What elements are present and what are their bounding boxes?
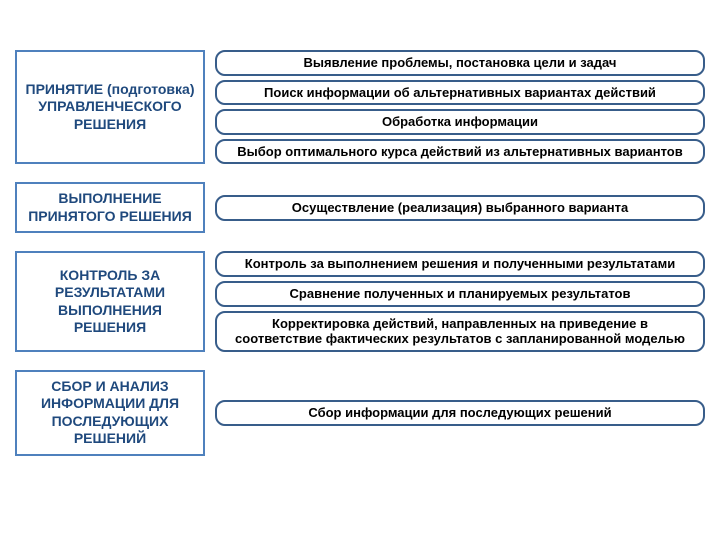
- step-box: Корректировка действий, направленных на …: [215, 311, 705, 352]
- step-box: Выбор оптимального курса действий из аль…: [215, 139, 705, 165]
- step-box: Контроль за выполнением решения и получе…: [215, 251, 705, 277]
- steps-container: Сбор информации для последующих решений: [215, 370, 705, 456]
- step-box: Сравнение полученных и планируемых резул…: [215, 281, 705, 307]
- stage-row-1: ВЫПОЛНЕНИЕ ПРИНЯТОГО РЕШЕНИЯ Осуществлен…: [15, 182, 705, 233]
- stage-box: КОНТРОЛЬ ЗА РЕЗУЛЬТАТАМИ ВЫПОЛНЕНИЯ РЕШЕ…: [15, 251, 205, 351]
- steps-container: Выявление проблемы, постановка цели и за…: [215, 50, 705, 164]
- steps-container: Осуществление (реализация) выбранного ва…: [215, 182, 705, 233]
- step-box: Выявление проблемы, постановка цели и за…: [215, 50, 705, 76]
- stage-box: СБОР И АНАЛИЗ ИНФОРМАЦИИ ДЛЯ ПОСЛЕДУЮЩИХ…: [15, 370, 205, 456]
- process-diagram: ПРИНЯТИЕ (подготовка) УПРАВЛЕНЧЕСКОГО РЕ…: [15, 50, 705, 456]
- stage-row-3: СБОР И АНАЛИЗ ИНФОРМАЦИИ ДЛЯ ПОСЛЕДУЮЩИХ…: [15, 370, 705, 456]
- step-box: Осуществление (реализация) выбранного ва…: [215, 195, 705, 221]
- step-box: Обработка информации: [215, 109, 705, 135]
- stage-box: ПРИНЯТИЕ (подготовка) УПРАВЛЕНЧЕСКОГО РЕ…: [15, 50, 205, 164]
- steps-container: Контроль за выполнением решения и получе…: [215, 251, 705, 351]
- stage-row-2: КОНТРОЛЬ ЗА РЕЗУЛЬТАТАМИ ВЫПОЛНЕНИЯ РЕШЕ…: [15, 251, 705, 351]
- stage-box: ВЫПОЛНЕНИЕ ПРИНЯТОГО РЕШЕНИЯ: [15, 182, 205, 233]
- stage-row-0: ПРИНЯТИЕ (подготовка) УПРАВЛЕНЧЕСКОГО РЕ…: [15, 50, 705, 164]
- step-box: Поиск информации об альтернативных вариа…: [215, 80, 705, 106]
- step-box: Сбор информации для последующих решений: [215, 400, 705, 426]
